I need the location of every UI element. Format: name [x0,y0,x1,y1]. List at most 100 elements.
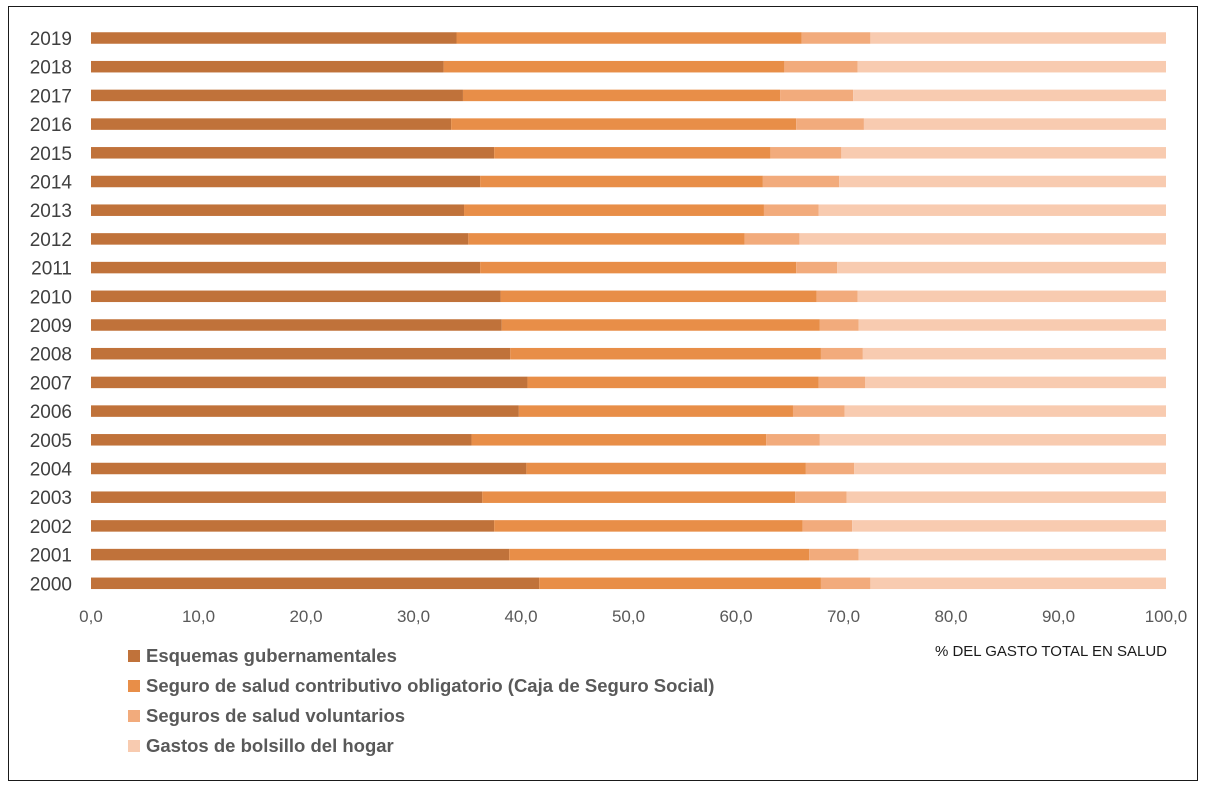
bar-2011-series-4 [837,261,1166,274]
bar-2005-series-4 [819,434,1166,446]
legend: Esquemas gubernamentales Seguro de salud … [128,641,714,761]
chart-frame [8,6,1198,781]
legend-item-3: Seguros de salud voluntarios [128,701,714,731]
bar-2016-series-2 [451,118,797,130]
bar-2006-series-3 [792,405,845,417]
x-tick-label: 20,0 [289,607,322,626]
bar-2014-series-1 [91,175,481,188]
bar-2019-series-4 [870,32,1166,44]
bar-2003-series-3 [795,491,847,503]
bar-2006-series-4 [844,405,1166,417]
bar-2005-series-2 [471,434,767,446]
bar-2013-series-1 [91,204,465,216]
legend-item-1: Esquemas gubernamentales [128,641,714,671]
bar-2001-series-4 [858,548,1166,561]
year-label-2000: 2000 [30,574,72,595]
x-tick-label: 90,0 [1042,607,1075,626]
bar-2015-series-2 [494,147,771,159]
bar-2004-series-4 [854,462,1166,475]
bar-2010-series-1 [91,290,501,303]
bar-2010-series-4 [857,290,1166,303]
x-tick-label: 60,0 [719,607,752,626]
bar-2013-series-4 [818,204,1166,216]
bar-2018-series-4 [857,60,1166,73]
bar-2000-series-3 [820,577,871,590]
year-label-2007: 2007 [30,373,72,394]
bar-2019-series-2 [456,32,802,44]
bar-2012-series-3 [744,233,800,245]
bar-2001-series-3 [809,548,859,561]
year-label-2019: 2019 [30,29,72,50]
bar-2017-series-2 [462,89,781,102]
year-label-2003: 2003 [30,488,72,509]
bar-2015-series-3 [770,147,842,159]
year-label-2016: 2016 [30,115,72,136]
bar-2001-series-1 [91,548,510,561]
bar-2000-series-1 [91,577,540,590]
year-label-2010: 2010 [30,287,72,308]
bar-2015-series-1 [91,147,495,159]
bar-2013-series-3 [763,204,819,216]
legend-swatch [128,650,140,662]
bar-2009-series-2 [501,319,820,331]
bar-2004-series-1 [91,462,527,475]
bar-2005-series-1 [91,434,472,446]
bar-2007-series-1 [91,376,528,389]
bar-2019-series-1 [91,32,457,44]
bar-2002-series-3 [802,520,853,532]
x-tick-label: 50,0 [612,607,645,626]
year-label-2002: 2002 [30,517,72,538]
bar-2010-series-2 [500,290,817,303]
bar-2002-series-1 [91,520,495,532]
bar-2008-series-4 [862,347,1166,360]
bar-2010-series-3 [816,290,858,303]
legend-item-4: Gastos de bolsillo del hogar [128,731,714,761]
bar-2007-series-3 [818,376,865,389]
bar-2014-series-2 [480,175,763,188]
bar-2012-series-4 [799,233,1166,245]
x-tick-label: 30,0 [397,607,430,626]
bar-2018-series-2 [443,60,785,73]
x-tick-label: 100,0 [1145,607,1188,626]
bar-2009-series-4 [858,319,1166,331]
bar-2014-series-3 [762,175,840,188]
year-label-2014: 2014 [30,173,73,194]
year-label-2005: 2005 [30,431,72,452]
bar-2004-series-2 [526,462,806,475]
year-labels: 2019 2018 2017 2016 2015 2014 2013 2012 2011 2010… [30,29,73,595]
x-tick-label: 0,0 [79,607,103,626]
bar-2008-series-3 [820,347,863,360]
bar-2002-series-2 [494,520,803,532]
bar-2008-series-2 [510,347,821,360]
x-tick-label: 10,0 [182,607,215,626]
bar-2002-series-4 [852,520,1166,532]
legend-swatch [128,680,140,692]
x-tick-labels: 0,0 10,0 20,0 30,0 40,0 50,0 60,0 70,0 80,0 90,0 1… [79,607,1187,626]
bar-2016-series-4 [863,118,1166,130]
bar-2007-series-2 [527,376,819,389]
bar-2009-series-1 [91,319,502,331]
bar-2018-series-3 [784,60,858,73]
bar-2019-series-3 [801,32,871,44]
bar-2008-series-1 [91,347,511,360]
legend-label: Esquemas gubernamentales [146,645,397,666]
bar-2018-series-1 [91,60,444,73]
year-label-2004: 2004 [30,460,73,481]
bar-2011-series-2 [480,261,797,274]
year-label-2018: 2018 [30,58,72,79]
bar-2003-series-1 [91,491,483,503]
year-label-2006: 2006 [30,402,72,423]
legend-swatch [128,710,140,722]
legend-label: Seguros de salud voluntarios [146,705,406,726]
year-label-2009: 2009 [30,316,72,337]
year-label-2012: 2012 [30,230,72,251]
bar-2013-series-2 [464,204,764,216]
bar-2012-series-1 [91,233,469,245]
bar-2016-series-1 [91,118,452,130]
bar-2001-series-2 [509,548,810,561]
x-axis-title: % DEL GASTO TOTAL EN SALUD [935,643,1167,660]
year-label-2017: 2017 [30,86,72,107]
legend-label: Gastos de bolsillo del hogar [146,735,394,756]
bar-2011-series-3 [796,261,838,274]
